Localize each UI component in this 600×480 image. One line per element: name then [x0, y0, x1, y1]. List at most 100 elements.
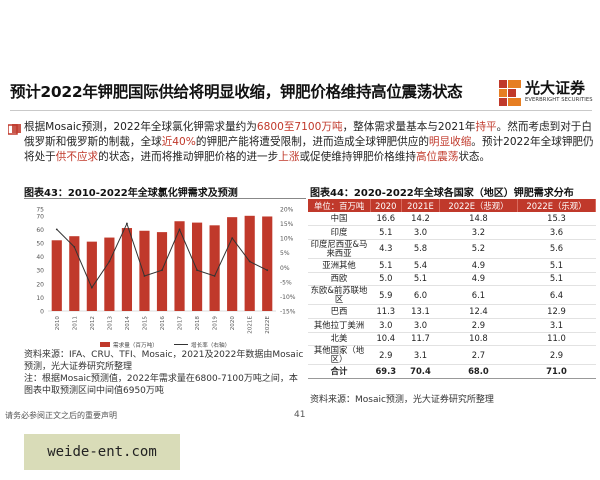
- summary-text: 的钾肥产能将遭受限制，进而造成全球钾肥供应的: [195, 136, 429, 148]
- legend-line-label: 增长率（右轴）: [191, 341, 230, 349]
- y-right-tick-label: -5%: [280, 279, 292, 286]
- summary-text: 状态。: [458, 151, 491, 163]
- summary-text: 。然而考虑到对于白俄罗斯和俄罗斯的制裁，全球: [24, 121, 592, 148]
- y-left-tick-label: 10: [36, 295, 44, 302]
- brand-name-en: EVERBRIGHT SECURITIES: [525, 97, 593, 103]
- y-right-tick-label: 10%: [280, 236, 294, 243]
- y-left-tick-label: 0: [40, 309, 44, 316]
- summary-highlight: 上涨: [278, 151, 300, 163]
- demand-bar: [209, 225, 220, 311]
- figure-43-rule: [24, 198, 306, 199]
- summary-highlight: 高位震荡: [415, 151, 459, 163]
- figure-43-title: 图表43：2010-2022年全球氯化钾需求及预测: [24, 188, 238, 199]
- value-cell: 5.2: [439, 239, 518, 259]
- region-cell: 中国: [308, 212, 370, 227]
- demand-bar: [51, 240, 62, 311]
- value-cell: 6.0: [401, 285, 440, 306]
- table-row: 其他国家（地区） 2.9 3.1 2.7 2.9: [308, 345, 596, 366]
- figure-43-notes: 资料来源：IFA、CRU、TFI、Mosaic，2021及2022年数据由Mos…: [24, 349, 306, 397]
- x-tick-label: 2021E: [248, 316, 254, 334]
- y-left-tick-label: 70: [36, 213, 44, 220]
- brand-logo-block: 光大证券 EVERBRIGHT SECURITIES: [497, 76, 597, 110]
- region-cell: 印度: [308, 225, 370, 240]
- demand-bar: [244, 215, 255, 311]
- table-header-cell: 单位：百万吨: [308, 199, 371, 212]
- region-cell: 西欧: [308, 272, 370, 287]
- summary-text: 根据Mosaic预测，2022年全球氯化钾需求量约为: [24, 121, 257, 133]
- value-cell: 5.9: [370, 285, 402, 306]
- table-row: 北美 10.4 11.7 10.8 11.0: [308, 332, 596, 347]
- table-row: 印度尼西亚&马来西亚 4.3 5.8 5.2 5.6: [308, 239, 596, 259]
- region-cell: 印度尼西亚&马来西亚: [308, 239, 370, 259]
- x-tick-label: 2017: [178, 316, 184, 331]
- y-left-tick-label: 40: [36, 254, 44, 261]
- y-right-tick-label: -10%: [280, 294, 296, 301]
- growth-rate-point: [196, 269, 198, 272]
- table-row: 其他拉丁美洲 3.0 3.0 2.9 3.1: [308, 318, 596, 333]
- value-cell: 10.8: [439, 332, 518, 347]
- value-cell: 2.9: [517, 345, 596, 366]
- growth-rate-point: [161, 269, 163, 272]
- title-divider: [10, 110, 592, 111]
- y-right-tick-label: 5%: [280, 250, 290, 257]
- total-value-cell: 68.0: [439, 364, 518, 379]
- region-cell: 北美: [308, 332, 370, 347]
- slide-title: 预计2022年钾肥国际供给将明显收缩，钾肥价格维持高位震荡状态: [10, 83, 463, 101]
- value-cell: 5.8: [401, 239, 440, 259]
- growth-rate-point: [266, 269, 269, 272]
- summary-text: 。预计2022年全球钾肥仍将处于: [24, 136, 594, 163]
- x-tick-label: 2013: [107, 316, 113, 331]
- value-cell: 15.3: [517, 212, 596, 227]
- total-value-cell: 71.0: [517, 364, 596, 379]
- value-cell: 11.3: [370, 304, 402, 319]
- demand-bar: [104, 237, 115, 311]
- region-cell: 巴西: [308, 304, 370, 319]
- demand-bar: [121, 228, 133, 311]
- x-tick-label: 2011: [72, 316, 78, 331]
- summary-highlight: 近40%: [161, 136, 196, 148]
- figure-44-source: 资料来源：Mosaic预测，光大证券研究所整理: [310, 395, 494, 405]
- legend-bar-swatch: [100, 342, 110, 347]
- demand-bar: [262, 216, 273, 311]
- x-tick-label: 2012: [90, 316, 96, 330]
- value-cell: 4.9: [439, 258, 518, 273]
- demand-bar: [156, 232, 168, 311]
- x-tick-label: 2010: [55, 316, 61, 331]
- summary-text: 或促使维持钾肥价格维持: [299, 151, 416, 163]
- value-cell: 3.0: [401, 225, 440, 240]
- value-cell: 16.6: [370, 212, 402, 227]
- table-row: 中国 16.6 14.2 14.8 15.3: [308, 212, 596, 227]
- value-cell: 12.4: [439, 304, 518, 319]
- growth-rate-point: [55, 228, 58, 231]
- demand-bar: [191, 222, 203, 311]
- growth-rate-point: [143, 275, 146, 277]
- y-right-tick-label: 20%: [280, 207, 294, 214]
- growth-rate-point: [73, 245, 76, 248]
- value-cell: 2.9: [439, 318, 518, 333]
- summary-paragraph: 根据Mosaic预测，2022年全球氯化钾需求量约为6800至7100万吨，整体…: [24, 120, 596, 165]
- table-row: 巴西 11.3 13.1 12.4 12.9: [308, 304, 596, 319]
- table-row: 西欧 5.0 5.1 4.9 5.1: [308, 272, 596, 287]
- y-left-tick-label: 30: [36, 268, 44, 275]
- slide: 预计2022年钾肥国际供给将明显收缩，钾肥价格维持高位震荡状态 光大证券 EVE…: [5, 76, 597, 420]
- everbright-logo-icon: [499, 80, 521, 106]
- table-header-cell: 2020: [370, 199, 403, 212]
- y-left-tick-label: 60: [36, 227, 44, 234]
- region-cell: 其他拉丁美洲: [308, 318, 370, 333]
- growth-rate-point: [231, 237, 234, 240]
- summary-highlight: 6800至7100万吨: [256, 121, 343, 133]
- value-cell: 5.1: [517, 272, 596, 287]
- brand-name-cn: 光大证券: [525, 79, 586, 97]
- growth-rate-point: [248, 260, 251, 263]
- value-cell: 2.9: [370, 345, 402, 366]
- value-cell: 5.6: [517, 239, 596, 259]
- disclaimer: 请务必参阅正文之后的重要声明: [5, 411, 117, 420]
- table-header-row: 单位：百万吨 2020 2021E 2022E（悲观） 2022E（乐观）: [308, 199, 597, 212]
- value-cell: 14.2: [401, 212, 440, 227]
- table-row: 东欧&前苏联地区 5.9 6.0 6.1 6.4: [308, 285, 596, 306]
- x-tick-label: 2022E: [265, 316, 271, 334]
- value-cell: 2.7: [439, 345, 518, 366]
- value-cell: 10.4: [370, 332, 402, 347]
- value-cell: 5.1: [370, 225, 402, 240]
